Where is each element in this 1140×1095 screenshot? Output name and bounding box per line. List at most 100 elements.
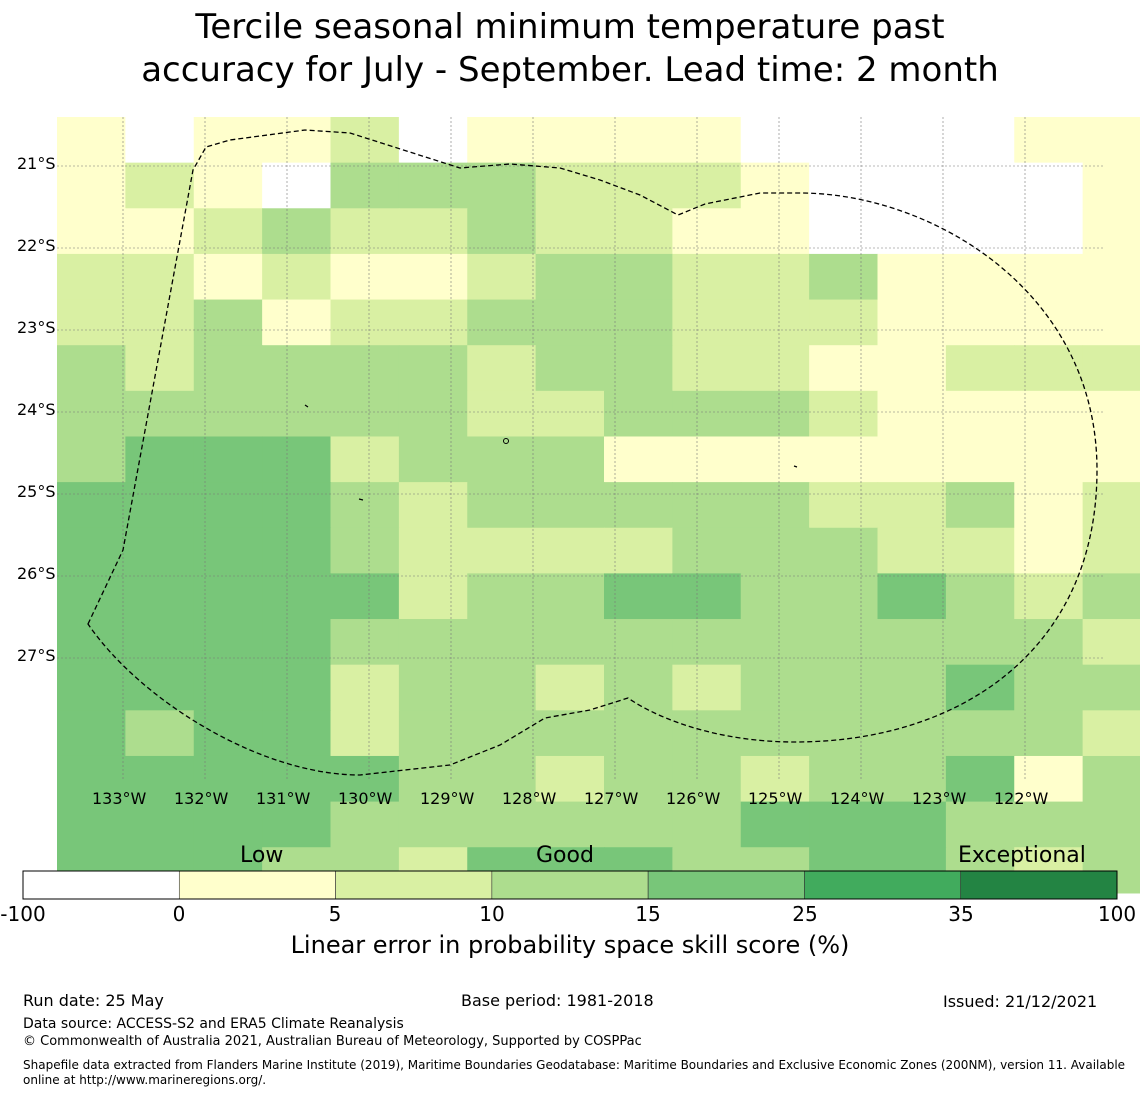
lon-label-122w: 122°W xyxy=(994,789,1049,808)
colorbar-tick: 5 xyxy=(328,902,342,926)
grid-cell xyxy=(1014,345,1084,392)
grid-cell xyxy=(604,573,673,620)
grid-cell xyxy=(740,710,810,757)
grid-cell xyxy=(945,162,1015,209)
grid-cell xyxy=(877,345,947,392)
grid-cell xyxy=(740,482,810,529)
island-marker xyxy=(358,498,364,501)
grid-cell xyxy=(1014,208,1084,255)
lat-label-23s: 23°S xyxy=(17,318,56,337)
grid-cell xyxy=(398,208,468,255)
grid-cell xyxy=(125,253,195,301)
grid-cell xyxy=(330,299,400,346)
grid-cell xyxy=(809,208,879,255)
grid-cell xyxy=(535,619,605,666)
lat-label-22s: 22°S xyxy=(17,236,56,255)
grid-cell xyxy=(467,527,537,574)
island-marker xyxy=(503,438,509,444)
grid-cell xyxy=(1014,162,1084,209)
grid-cell xyxy=(809,573,879,620)
grid-cell xyxy=(193,527,263,574)
grid-cell xyxy=(57,619,126,666)
grid-cell xyxy=(57,345,126,392)
grid-cell xyxy=(1082,345,1140,392)
lon-label-127w: 127°W xyxy=(584,789,639,808)
grid-cell xyxy=(467,573,537,620)
grid-cell xyxy=(57,208,126,255)
lat-label-21s: 21°S xyxy=(17,154,56,173)
grid-cell xyxy=(262,801,332,848)
category-low: Low xyxy=(240,843,284,868)
grid-cell xyxy=(945,801,1015,848)
grid-cell xyxy=(193,664,263,711)
lon-label-132w: 132°W xyxy=(174,789,229,808)
eez-boundary xyxy=(87,129,1098,776)
island-marker xyxy=(304,404,309,408)
grid-cell xyxy=(1014,664,1084,711)
grid-cell xyxy=(330,664,400,711)
grid-cell xyxy=(125,436,195,483)
grid-cell xyxy=(193,208,263,255)
grid-cell xyxy=(945,527,1015,574)
grid-cell xyxy=(57,710,126,757)
grid-cell xyxy=(1082,619,1140,666)
colorbar-segment xyxy=(960,870,1118,900)
grid-cell xyxy=(672,436,742,483)
grid-cell xyxy=(672,162,742,209)
grid-cell xyxy=(1082,482,1140,529)
colorbar-tick: 100 xyxy=(1097,902,1137,926)
grid-cell xyxy=(740,527,810,574)
grid-cell xyxy=(398,390,468,438)
grid-cell xyxy=(535,345,605,392)
grid-cell xyxy=(125,573,195,620)
grid-cell xyxy=(809,527,879,574)
grid-cell xyxy=(877,208,947,255)
grid-cell xyxy=(398,710,468,757)
lat-lon-gridlines xyxy=(57,117,1105,780)
grid-cell xyxy=(330,253,400,301)
grid-cell xyxy=(262,664,332,711)
grid-cell xyxy=(1082,527,1140,574)
grid-cell xyxy=(398,527,468,574)
grid-cell xyxy=(1082,299,1140,346)
grid-cell xyxy=(262,117,332,164)
grid-cell xyxy=(604,253,673,301)
grid-cell xyxy=(809,436,879,483)
grid-cell xyxy=(809,162,879,209)
grid-cell xyxy=(467,253,537,301)
grid-cell xyxy=(1082,436,1140,483)
grid-cell xyxy=(57,527,126,574)
grid-cell xyxy=(604,482,673,529)
grid-cell xyxy=(125,299,195,346)
grid-cell xyxy=(945,664,1015,711)
grid-cell xyxy=(262,436,332,483)
grid-cell xyxy=(604,755,673,803)
grid-cell xyxy=(57,299,126,346)
grid-cell xyxy=(945,755,1015,803)
grid-cell xyxy=(672,801,742,848)
grid-cell xyxy=(467,299,537,346)
grid-cell xyxy=(809,299,879,346)
grid-cell xyxy=(809,755,879,803)
grid-cell xyxy=(672,345,742,392)
grid-cell xyxy=(945,299,1015,346)
grid-cell xyxy=(1014,253,1084,301)
grid-cell xyxy=(672,482,742,529)
grid-cell xyxy=(1082,664,1140,711)
grid-cell xyxy=(672,619,742,666)
grid-cell xyxy=(193,436,263,483)
grid-cell xyxy=(535,208,605,255)
grid-cell xyxy=(57,436,126,483)
grid-cell xyxy=(262,208,332,255)
grid-cell xyxy=(604,208,673,255)
lon-label-124w: 124°W xyxy=(830,789,885,808)
colorbar-segment xyxy=(178,870,336,900)
grid-cell xyxy=(672,664,742,711)
grid-cell xyxy=(535,482,605,529)
grid-cell xyxy=(398,162,468,209)
grid-cell xyxy=(604,390,673,438)
grid-cell xyxy=(57,482,126,529)
grid-cell xyxy=(57,755,126,803)
grid-cell xyxy=(535,390,605,438)
